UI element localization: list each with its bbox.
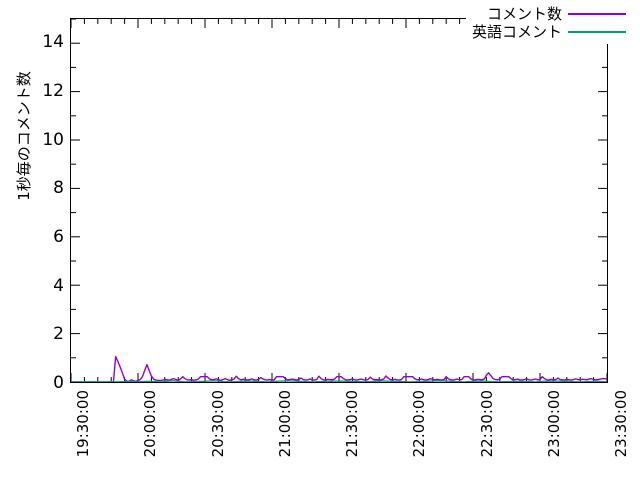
legend-entry: コメント数 (472, 5, 626, 23)
y-tick-label: 4 (53, 275, 64, 296)
y-axis-tick-labels: 0 2 4 6 8 10 12 14 (0, 0, 64, 480)
legend-color-swatch (568, 31, 626, 33)
plot-svg (71, 19, 607, 382)
x-tick-label: 22:00:00 (410, 390, 429, 458)
legend-color-swatch (568, 13, 626, 15)
y-tick-label: 2 (53, 324, 64, 345)
chart-legend: コメント数 英語コメント (465, 3, 630, 44)
x-tick-label: 22:30:00 (477, 390, 496, 458)
x-tick-label: 23:00:00 (544, 390, 563, 458)
x-tick-label: 20:30:00 (208, 390, 227, 458)
x-tick-label: 21:00:00 (275, 390, 294, 458)
plot-area (70, 18, 608, 383)
series-line-1 (71, 357, 607, 382)
legend-label: 英語コメント (471, 22, 562, 41)
x-tick-label: 23:30:00 (612, 390, 630, 458)
x-tick-label: 19:30:00 (74, 390, 92, 458)
x-tick-label: 21:30:00 (343, 390, 361, 458)
y-tick-label: 10 (42, 129, 64, 150)
legend-entry: 英語コメント (472, 23, 626, 41)
x-tick-label: 20:00:00 (141, 390, 160, 458)
series-line-2 (71, 381, 607, 382)
y-tick-label: 12 (42, 81, 64, 101)
legend-label: コメント数 (486, 4, 562, 23)
y-tick-label: 8 (53, 178, 64, 199)
y-tick-label: 6 (53, 227, 64, 247)
y-tick-label: 0 (53, 373, 64, 393)
y-tick-label: 14 (42, 32, 64, 53)
